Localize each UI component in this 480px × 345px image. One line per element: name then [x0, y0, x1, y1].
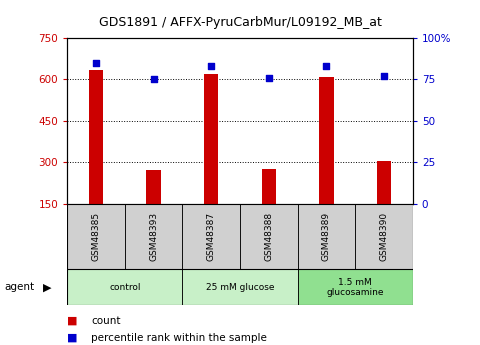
Text: GSM48387: GSM48387 [207, 212, 216, 261]
Point [207, 63, 215, 69]
Bar [89, 70, 103, 204]
Text: ▶: ▶ [43, 282, 52, 292]
Text: control: control [109, 283, 141, 292]
Text: ■: ■ [67, 333, 78, 343]
Bar [125, 204, 182, 269]
Text: percentile rank within the sample: percentile rank within the sample [91, 333, 267, 343]
Text: GSM48385: GSM48385 [92, 212, 100, 261]
Point [323, 63, 330, 69]
Text: 1.5 mM
glucosamine: 1.5 mM glucosamine [326, 277, 384, 297]
Bar [355, 204, 413, 269]
Bar [377, 161, 391, 204]
Point [265, 75, 273, 80]
Text: ■: ■ [67, 316, 78, 326]
Text: 25 mM glucose: 25 mM glucose [206, 283, 274, 292]
Text: GSM48389: GSM48389 [322, 212, 331, 261]
Point [150, 77, 157, 82]
Point [92, 60, 100, 66]
Text: agent: agent [5, 282, 35, 292]
Bar [182, 269, 298, 305]
Bar [319, 77, 334, 204]
Bar [67, 204, 125, 269]
Text: GSM48388: GSM48388 [264, 212, 273, 261]
Bar [240, 204, 298, 269]
Bar [298, 204, 355, 269]
Bar [204, 74, 218, 204]
Bar [298, 269, 413, 305]
Text: GSM48390: GSM48390 [380, 212, 388, 261]
Text: GSM48393: GSM48393 [149, 212, 158, 261]
Text: count: count [91, 316, 120, 326]
Point [380, 73, 388, 79]
Text: GDS1891 / AFFX-PyruCarbMur/L09192_MB_at: GDS1891 / AFFX-PyruCarbMur/L09192_MB_at [98, 16, 382, 29]
Bar [146, 170, 161, 204]
Bar [67, 269, 182, 305]
Bar [262, 169, 276, 204]
Bar [182, 204, 240, 269]
